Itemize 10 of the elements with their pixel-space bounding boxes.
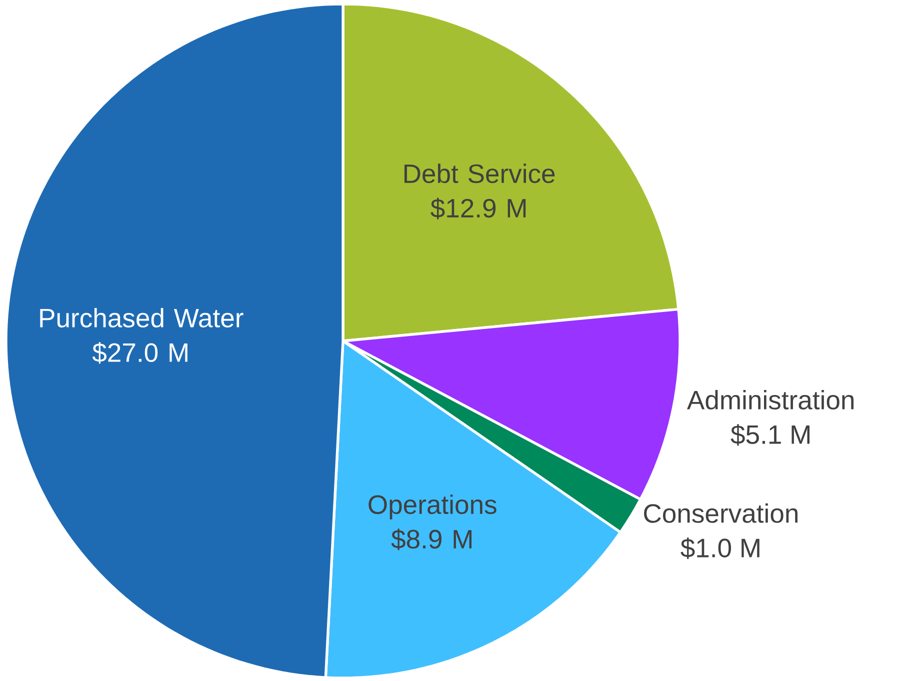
data-label: $8.9 M (391, 528, 472, 550)
slice-label: Operations (368, 494, 496, 520)
slice-label: Conservation (644, 503, 798, 523)
slice-label: Purchased Water (40, 308, 244, 328)
data-label: $5.1 M (730, 424, 810, 446)
data-label: $27.0 M (92, 342, 188, 364)
data-label: $12.9 M (430, 198, 526, 220)
data-label: $1.0 M (680, 538, 760, 560)
slice-label: Administration (686, 390, 854, 410)
slice-label: Debt Service (404, 164, 555, 184)
